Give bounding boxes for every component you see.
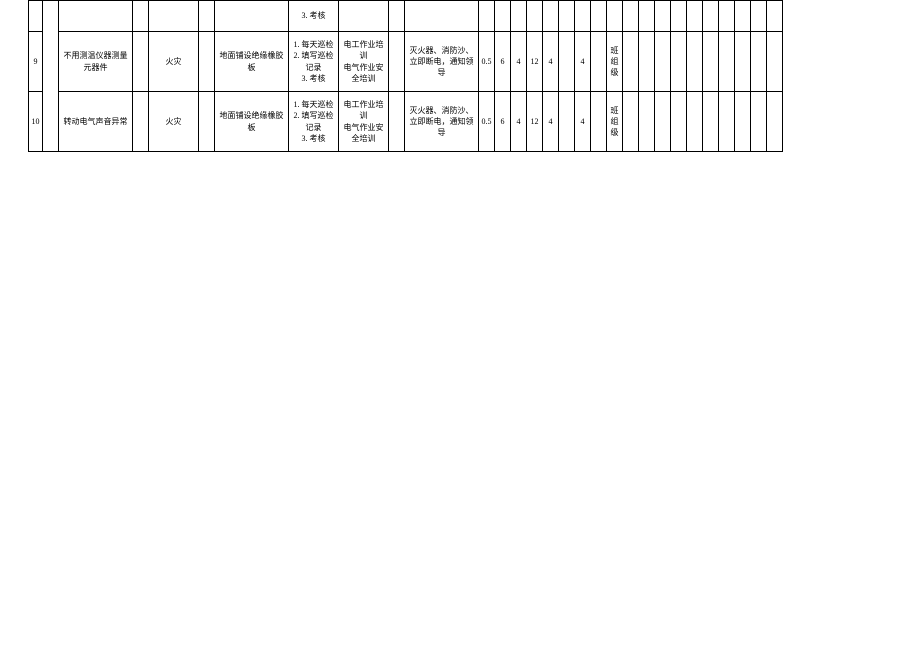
- cell: [591, 92, 607, 152]
- cell: [511, 1, 527, 32]
- cell: [687, 1, 703, 32]
- cell-val: 4: [543, 92, 559, 152]
- cell-measure: 地面铺设绝缘橡胶板: [215, 32, 289, 92]
- cell-examine: 3. 考核: [289, 1, 339, 32]
- table-row: 9 不用测温仪器测量元器件 火灾 地面铺设绝缘橡胶板 1. 每天巡检 2. 填写…: [29, 32, 783, 92]
- cell: [735, 92, 751, 152]
- cell-val: 4: [543, 32, 559, 92]
- cell: [339, 1, 389, 32]
- cell: [149, 1, 199, 32]
- cell: [751, 32, 767, 92]
- risk-table: 3. 考核 9 不用测温仪器测量元器件 火灾 地面铺设绝缘橡胶板 1. 每天巡检…: [28, 0, 783, 152]
- cell: [671, 32, 687, 92]
- cell: [735, 1, 751, 32]
- cell-val: 12: [527, 32, 543, 92]
- cell-training: 电工作业培训 电气作业安全培训: [339, 32, 389, 92]
- cell: [719, 1, 735, 32]
- cell: [639, 32, 655, 92]
- table-row-fragment: 3. 考核: [29, 1, 783, 32]
- cell-val: 4: [575, 92, 591, 152]
- cell: [751, 92, 767, 152]
- cell-val: 0.5: [479, 32, 495, 92]
- cell: [389, 32, 405, 92]
- cell: [591, 32, 607, 92]
- cell: [199, 92, 215, 152]
- cell: [559, 92, 575, 152]
- cell-training: 电工作业培训 电气作业安全培训: [339, 92, 389, 152]
- cell: [767, 1, 783, 32]
- cell: [655, 1, 671, 32]
- cell: [133, 32, 149, 92]
- cell-val: 6: [495, 92, 511, 152]
- cell: [719, 92, 735, 152]
- cell: [199, 1, 215, 32]
- cell: [639, 92, 655, 152]
- cell: [623, 1, 639, 32]
- cell-val: 0.5: [479, 92, 495, 152]
- table-row: 10 转动电气声音异常 火灾 地面铺设绝缘橡胶板 1. 每天巡检 2. 填写巡检…: [29, 92, 783, 152]
- cell: [671, 92, 687, 152]
- cell: [389, 92, 405, 152]
- cell: [215, 1, 289, 32]
- cell: [671, 1, 687, 32]
- cell: [59, 1, 133, 32]
- cell-val: 6: [495, 32, 511, 92]
- cell-risk-type: 火灾: [149, 92, 199, 152]
- cell: [575, 1, 591, 32]
- cell: [767, 32, 783, 92]
- cell-emergency: 灭火器、消防沙、立即断电，通知领导: [405, 92, 479, 152]
- cell-level: 班组级: [607, 32, 623, 92]
- cell: [29, 1, 43, 32]
- cell-hazard: 不用测温仪器测量元器件: [59, 32, 133, 92]
- cell: [655, 92, 671, 152]
- cell-hazard: 转动电气声音异常: [59, 92, 133, 152]
- cell: [735, 32, 751, 92]
- cell: [479, 1, 495, 32]
- cell: [559, 32, 575, 92]
- cell-level: 班组级: [607, 92, 623, 152]
- row-number: 9: [29, 32, 43, 92]
- cell-measure: 地面铺设绝缘橡胶板: [215, 92, 289, 152]
- row-number: 10: [29, 92, 43, 152]
- cell: [527, 1, 543, 32]
- cell-val: 4: [511, 92, 527, 152]
- cell: [133, 92, 149, 152]
- cell-val: 4: [511, 32, 527, 92]
- cell: [495, 1, 511, 32]
- cell-inspection: 1. 每天巡检 2. 填写巡检记录 3. 考核: [289, 32, 339, 92]
- cell-val: 12: [527, 92, 543, 152]
- cell: [687, 32, 703, 92]
- cell: [703, 32, 719, 92]
- cell: [543, 1, 559, 32]
- cell-emergency: 灭火器、消防沙、立即断电，通知领导: [405, 32, 479, 92]
- cell: [133, 1, 149, 32]
- cell: [703, 1, 719, 32]
- cell: [703, 92, 719, 152]
- cell: [559, 1, 575, 32]
- cell: [751, 1, 767, 32]
- cell: [719, 32, 735, 92]
- cell: [607, 1, 623, 32]
- cell: [623, 92, 639, 152]
- cell-merged: [43, 1, 59, 152]
- cell: [639, 1, 655, 32]
- cell-risk-type: 火灾: [149, 32, 199, 92]
- cell: [591, 1, 607, 32]
- cell: [687, 92, 703, 152]
- cell-inspection: 1. 每天巡检 2. 填写巡检记录 3. 考核: [289, 92, 339, 152]
- cell: [405, 1, 479, 32]
- cell: [389, 1, 405, 32]
- cell: [199, 32, 215, 92]
- cell-val: 4: [575, 32, 591, 92]
- cell: [623, 32, 639, 92]
- cell: [655, 32, 671, 92]
- cell: [767, 92, 783, 152]
